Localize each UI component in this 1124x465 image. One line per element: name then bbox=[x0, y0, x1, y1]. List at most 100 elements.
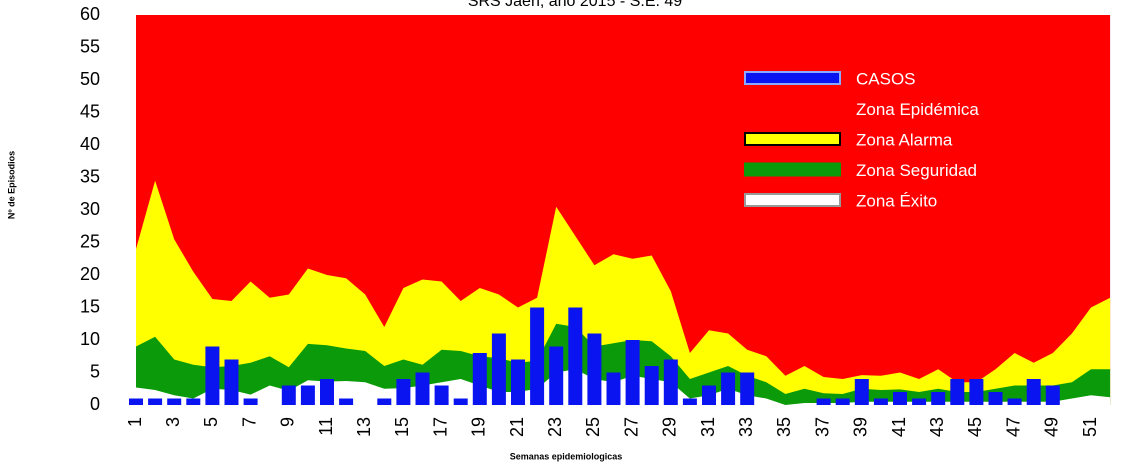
bar bbox=[625, 340, 640, 405]
legend-swatch bbox=[744, 193, 841, 207]
zone-area bbox=[136, 180, 1111, 405]
legend-label: Zona Seguridad bbox=[856, 161, 977, 180]
x-tick-label: 3 bbox=[163, 417, 183, 427]
bar bbox=[243, 398, 258, 405]
bar bbox=[663, 359, 678, 405]
legend-label: Zona Éxito bbox=[856, 191, 937, 210]
bar bbox=[873, 398, 888, 405]
bar bbox=[491, 333, 506, 405]
bar bbox=[969, 379, 984, 405]
bar bbox=[1007, 398, 1022, 405]
x-tick-label: 35 bbox=[774, 417, 794, 437]
zone-area bbox=[136, 369, 1111, 405]
legend-swatch bbox=[744, 132, 841, 146]
y-tick-label: 60 bbox=[80, 4, 100, 24]
legend-label: CASOS bbox=[856, 69, 916, 88]
bar bbox=[148, 398, 163, 405]
bar bbox=[300, 385, 315, 405]
x-tick-label: 19 bbox=[469, 417, 489, 437]
x-tick-label: 11 bbox=[316, 417, 336, 436]
bar bbox=[472, 353, 487, 405]
bar bbox=[835, 398, 850, 405]
bar bbox=[988, 392, 1003, 405]
bar bbox=[1045, 385, 1060, 405]
bar bbox=[912, 398, 927, 405]
y-tick-label: 0 bbox=[90, 394, 100, 414]
bar bbox=[644, 366, 659, 405]
bar bbox=[854, 379, 869, 405]
legend-swatch bbox=[744, 162, 841, 177]
bar bbox=[568, 307, 583, 405]
y-tick-label: 5 bbox=[90, 361, 100, 381]
bar bbox=[224, 359, 239, 405]
x-tick-label: 1 bbox=[125, 417, 145, 427]
y-tick-label: 40 bbox=[80, 134, 100, 154]
y-tick-label: 10 bbox=[80, 329, 100, 349]
chart-title: SRS Jaén, año 2015 - S.E. 49 bbox=[468, 0, 682, 10]
zone-area bbox=[136, 323, 1111, 405]
legend-label: Zona Epidémica bbox=[856, 100, 979, 119]
bar bbox=[167, 398, 182, 405]
bar bbox=[396, 379, 411, 405]
bar bbox=[434, 385, 449, 405]
x-tick-label: 49 bbox=[1042, 417, 1062, 437]
bar bbox=[587, 333, 602, 405]
bar bbox=[549, 346, 564, 405]
x-tick-label: 15 bbox=[392, 417, 412, 437]
x-tick-label: 9 bbox=[278, 417, 298, 427]
bar bbox=[702, 385, 716, 405]
x-tick-label: 33 bbox=[736, 417, 756, 437]
bar bbox=[682, 398, 697, 405]
y-tick-label: 55 bbox=[80, 36, 100, 56]
y-tick-label: 30 bbox=[80, 199, 100, 219]
bar bbox=[816, 398, 831, 405]
bar bbox=[721, 372, 736, 405]
x-tick-label: 31 bbox=[698, 417, 718, 437]
x-tick-label: 17 bbox=[430, 417, 450, 437]
bar bbox=[606, 372, 621, 405]
x-axis-label: Semanas epidemiologicas bbox=[510, 451, 623, 461]
x-tick-label: 23 bbox=[545, 417, 565, 437]
legend-label: Zona Alarma bbox=[856, 130, 953, 149]
bar bbox=[205, 346, 220, 405]
bar bbox=[186, 398, 201, 405]
x-tick-label: 27 bbox=[621, 417, 641, 437]
x-tick-label: 25 bbox=[583, 417, 603, 437]
x-tick-label: 51 bbox=[1080, 417, 1100, 437]
bar bbox=[339, 398, 354, 405]
y-tick-label: 50 bbox=[80, 69, 100, 89]
x-tick-label: 45 bbox=[965, 417, 985, 437]
y-tick-label: 45 bbox=[80, 101, 100, 121]
bar bbox=[453, 398, 468, 405]
y-tick-label: 35 bbox=[80, 166, 100, 186]
bar bbox=[377, 398, 392, 405]
x-tick-label: 37 bbox=[812, 417, 832, 437]
y-tick-label: 20 bbox=[80, 264, 100, 284]
bar bbox=[740, 372, 755, 405]
bar bbox=[950, 379, 965, 405]
legend-swatch bbox=[744, 71, 841, 85]
bar bbox=[129, 398, 143, 405]
x-tick-label: 29 bbox=[660, 417, 680, 437]
bar bbox=[320, 379, 334, 405]
bar bbox=[530, 307, 545, 405]
x-tick-label: 47 bbox=[1003, 417, 1023, 437]
x-tick-label: 5 bbox=[201, 417, 221, 427]
x-tick-label: 39 bbox=[851, 417, 871, 437]
bar bbox=[415, 372, 430, 405]
x-tick-label: 7 bbox=[239, 417, 259, 427]
bar bbox=[1026, 379, 1041, 405]
x-tick-label: 21 bbox=[507, 417, 527, 437]
x-tick-label: 13 bbox=[354, 417, 374, 437]
bar bbox=[281, 385, 296, 405]
bar bbox=[893, 392, 907, 405]
legend-swatch bbox=[744, 101, 841, 116]
bar bbox=[511, 359, 525, 405]
y-axis-label: Nº de Episodios bbox=[6, 151, 16, 219]
y-tick-label: 15 bbox=[80, 296, 100, 316]
y-tick-label: 25 bbox=[80, 231, 100, 251]
x-tick-label: 43 bbox=[927, 417, 947, 437]
bar bbox=[931, 392, 946, 405]
x-tick-label: 41 bbox=[889, 417, 909, 437]
